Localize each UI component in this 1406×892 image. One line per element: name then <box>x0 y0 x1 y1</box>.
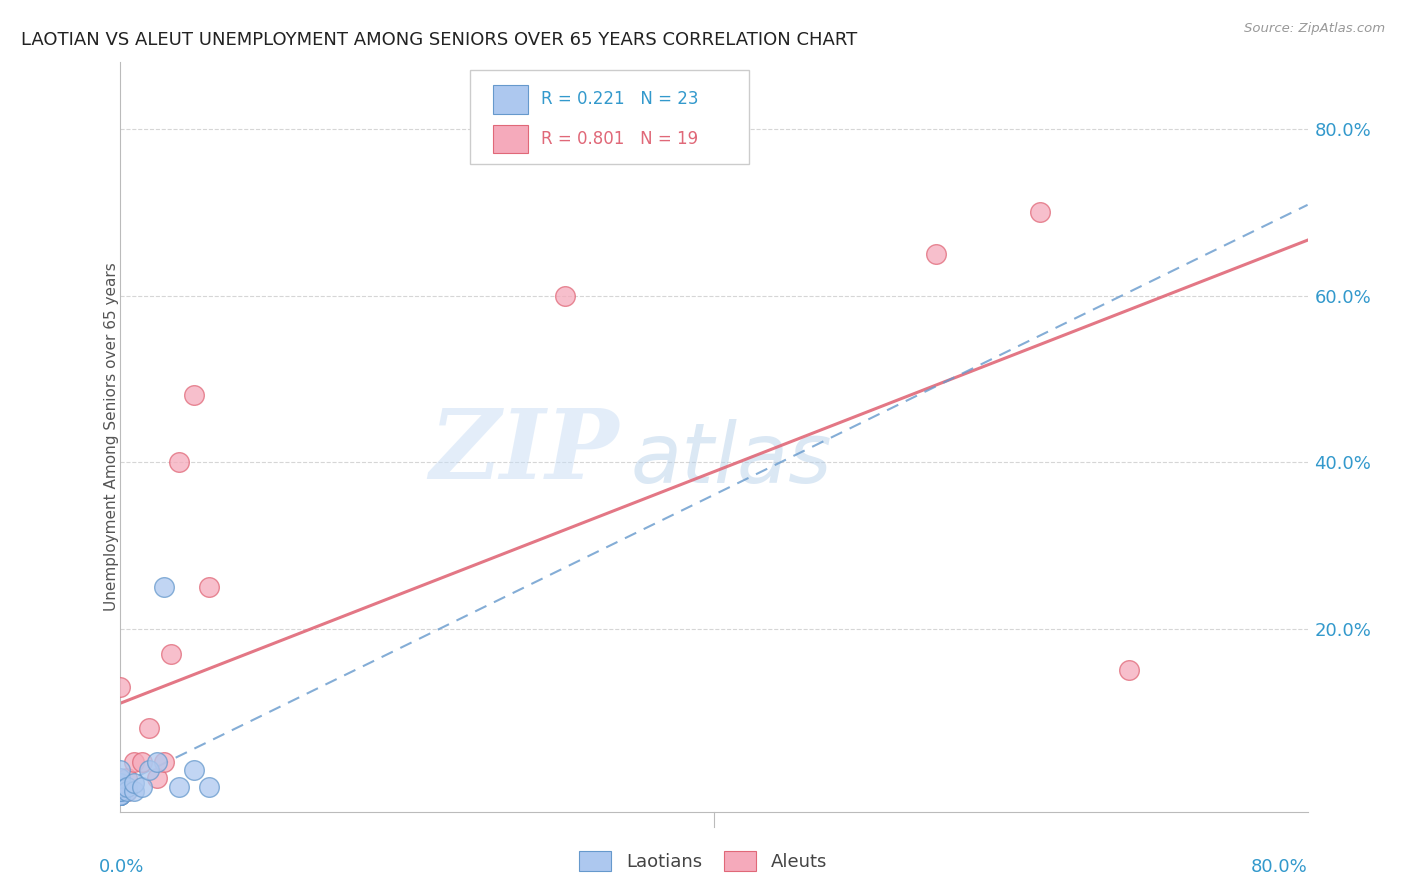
Text: R = 0.801   N = 19: R = 0.801 N = 19 <box>541 130 699 148</box>
Point <box>167 455 190 469</box>
FancyBboxPatch shape <box>492 86 529 113</box>
Point <box>925 247 948 261</box>
Point <box>197 580 219 594</box>
Point <box>115 784 138 798</box>
Point <box>183 388 205 402</box>
Legend: Laotians, Aleuts: Laotians, Aleuts <box>572 844 834 879</box>
Point <box>124 755 146 769</box>
Point <box>108 780 131 794</box>
Text: R = 0.221   N = 23: R = 0.221 N = 23 <box>541 90 699 109</box>
Text: 0.0%: 0.0% <box>98 858 143 876</box>
Point <box>145 755 167 769</box>
Text: Source: ZipAtlas.com: Source: ZipAtlas.com <box>1244 22 1385 36</box>
Point <box>108 680 131 694</box>
Point <box>183 763 205 777</box>
Text: atlas: atlas <box>630 419 832 500</box>
Point <box>167 780 190 794</box>
Point <box>108 780 131 794</box>
Point <box>1029 205 1052 219</box>
Point <box>108 775 131 789</box>
Point <box>115 772 138 786</box>
FancyBboxPatch shape <box>470 70 749 163</box>
Point <box>108 788 131 802</box>
Point <box>115 784 138 798</box>
Point <box>131 780 153 794</box>
Point <box>108 772 131 786</box>
Point <box>108 780 131 794</box>
Point <box>108 784 131 798</box>
Point <box>131 755 153 769</box>
Point <box>108 788 131 802</box>
Point <box>108 788 131 802</box>
Point <box>124 784 146 798</box>
Point <box>138 763 160 777</box>
Text: ZIP: ZIP <box>429 405 619 499</box>
Point <box>153 580 176 594</box>
Point <box>108 784 131 798</box>
Text: 80.0%: 80.0% <box>1251 858 1308 876</box>
Point <box>108 763 131 777</box>
Point <box>108 788 131 802</box>
Point <box>108 784 131 798</box>
Point <box>554 288 576 302</box>
Point <box>160 647 183 661</box>
Point <box>138 722 160 736</box>
Point <box>115 780 138 794</box>
Text: LAOTIAN VS ALEUT UNEMPLOYMENT AMONG SENIORS OVER 65 YEARS CORRELATION CHART: LAOTIAN VS ALEUT UNEMPLOYMENT AMONG SENI… <box>21 31 858 49</box>
Point <box>108 788 131 802</box>
Point <box>108 788 131 802</box>
Point <box>153 755 176 769</box>
Point <box>145 772 167 786</box>
FancyBboxPatch shape <box>492 125 529 153</box>
Y-axis label: Unemployment Among Seniors over 65 years: Unemployment Among Seniors over 65 years <box>104 263 118 611</box>
Point <box>124 775 146 789</box>
Point <box>197 780 219 794</box>
Point <box>1118 663 1140 677</box>
